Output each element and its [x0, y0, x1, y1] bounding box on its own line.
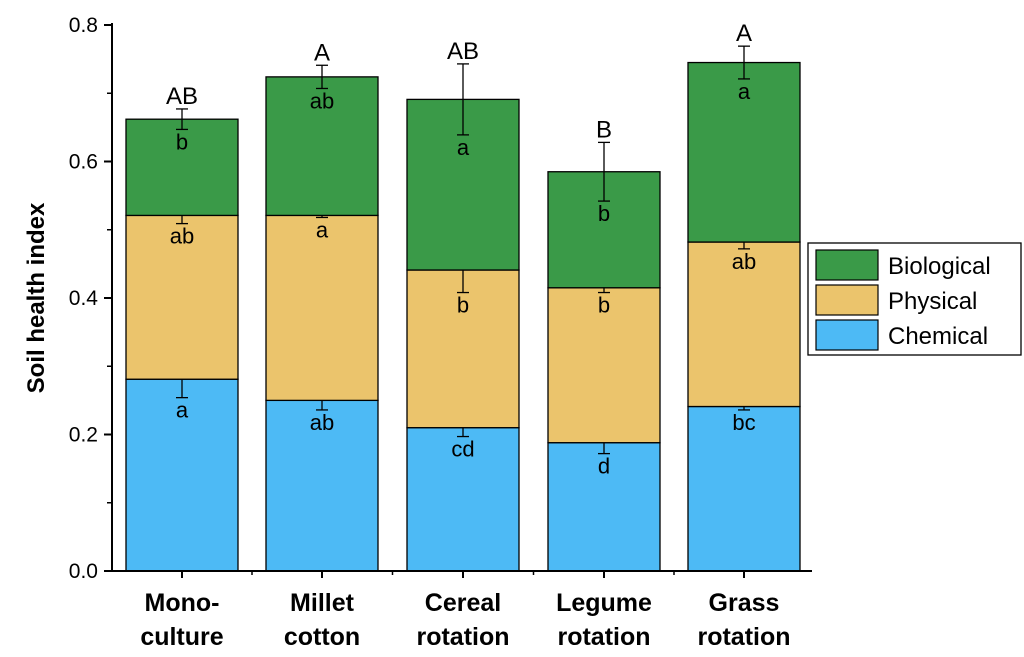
y-tick-label: 0.2: [69, 424, 98, 447]
significance-letter: a: [316, 217, 329, 242]
bar-segment-chemical: [406, 427, 520, 572]
bar-segment-chemical: [125, 378, 239, 572]
x-tick-label: Cereal: [425, 589, 501, 617]
bar-segment-physical: [547, 287, 661, 444]
x-tick-label: cotton: [284, 623, 360, 651]
x-tick-label: Millet: [290, 589, 355, 617]
significance-letter: cd: [451, 437, 474, 462]
x-tick-label: Legume: [556, 589, 652, 617]
significance-letter: a: [457, 135, 470, 160]
legend-label-physical: Physical: [888, 288, 977, 315]
x-tick-label: rotation: [416, 623, 509, 651]
bars-layer: a ab b AB ab a ab Acd b a AB d b b Bbc ab a A: [125, 20, 801, 572]
total-significance-letter: AB: [166, 83, 198, 110]
significance-letter: b: [598, 293, 610, 318]
x-tick-label: culture: [140, 623, 223, 651]
x-tick-label: Grass: [709, 589, 780, 617]
bar-segment-chemical: [547, 442, 661, 572]
x-tick-label: rotation: [697, 623, 790, 651]
total-significance-letter: A: [314, 39, 330, 66]
y-tick-label: 0.6: [69, 151, 98, 174]
legend-swatch-physical: [815, 284, 879, 316]
significance-letter: d: [598, 454, 610, 479]
x-tick-label: Mono-: [145, 589, 220, 617]
bar-segment-biological: [265, 76, 379, 217]
y-tick-label: 0.0: [69, 560, 98, 583]
bar-segment-biological: [687, 61, 801, 243]
total-significance-letter: AB: [447, 38, 479, 65]
significance-letter: ab: [310, 410, 334, 435]
legend-swatch-biological: [815, 249, 879, 281]
total-significance-letter: A: [736, 20, 752, 47]
y-tick-label: 0.4: [69, 287, 99, 310]
significance-letter: bc: [732, 410, 755, 435]
significance-letter: b: [176, 129, 188, 154]
significance-letter: b: [598, 201, 610, 226]
x-tick-label: rotation: [557, 623, 650, 651]
y-axis-title: Soil health index: [23, 202, 50, 393]
legend-swatch-chemical: [815, 319, 879, 351]
bar-segment-physical: [406, 269, 520, 429]
significance-letter: b: [457, 293, 469, 318]
legend-label-chemical: Chemical: [888, 323, 988, 350]
axes-layer: 0.0 0.2 0.4 0.6 0.8 Mono-culture Millet cotton C…: [69, 14, 812, 651]
significance-letter: ab: [310, 88, 334, 113]
total-significance-letter: B: [596, 116, 612, 143]
legend-label-biological: Biological: [888, 253, 991, 280]
legend: Biological Physical Chemical: [807, 242, 1022, 356]
bar-segment-biological: [125, 118, 239, 217]
significance-letter: ab: [732, 249, 756, 274]
significance-letter: a: [738, 79, 751, 104]
bar-segment-physical: [265, 214, 379, 402]
y-tick-label: 0.8: [69, 14, 98, 37]
significance-letter: a: [176, 398, 189, 423]
significance-letter: ab: [170, 224, 194, 249]
